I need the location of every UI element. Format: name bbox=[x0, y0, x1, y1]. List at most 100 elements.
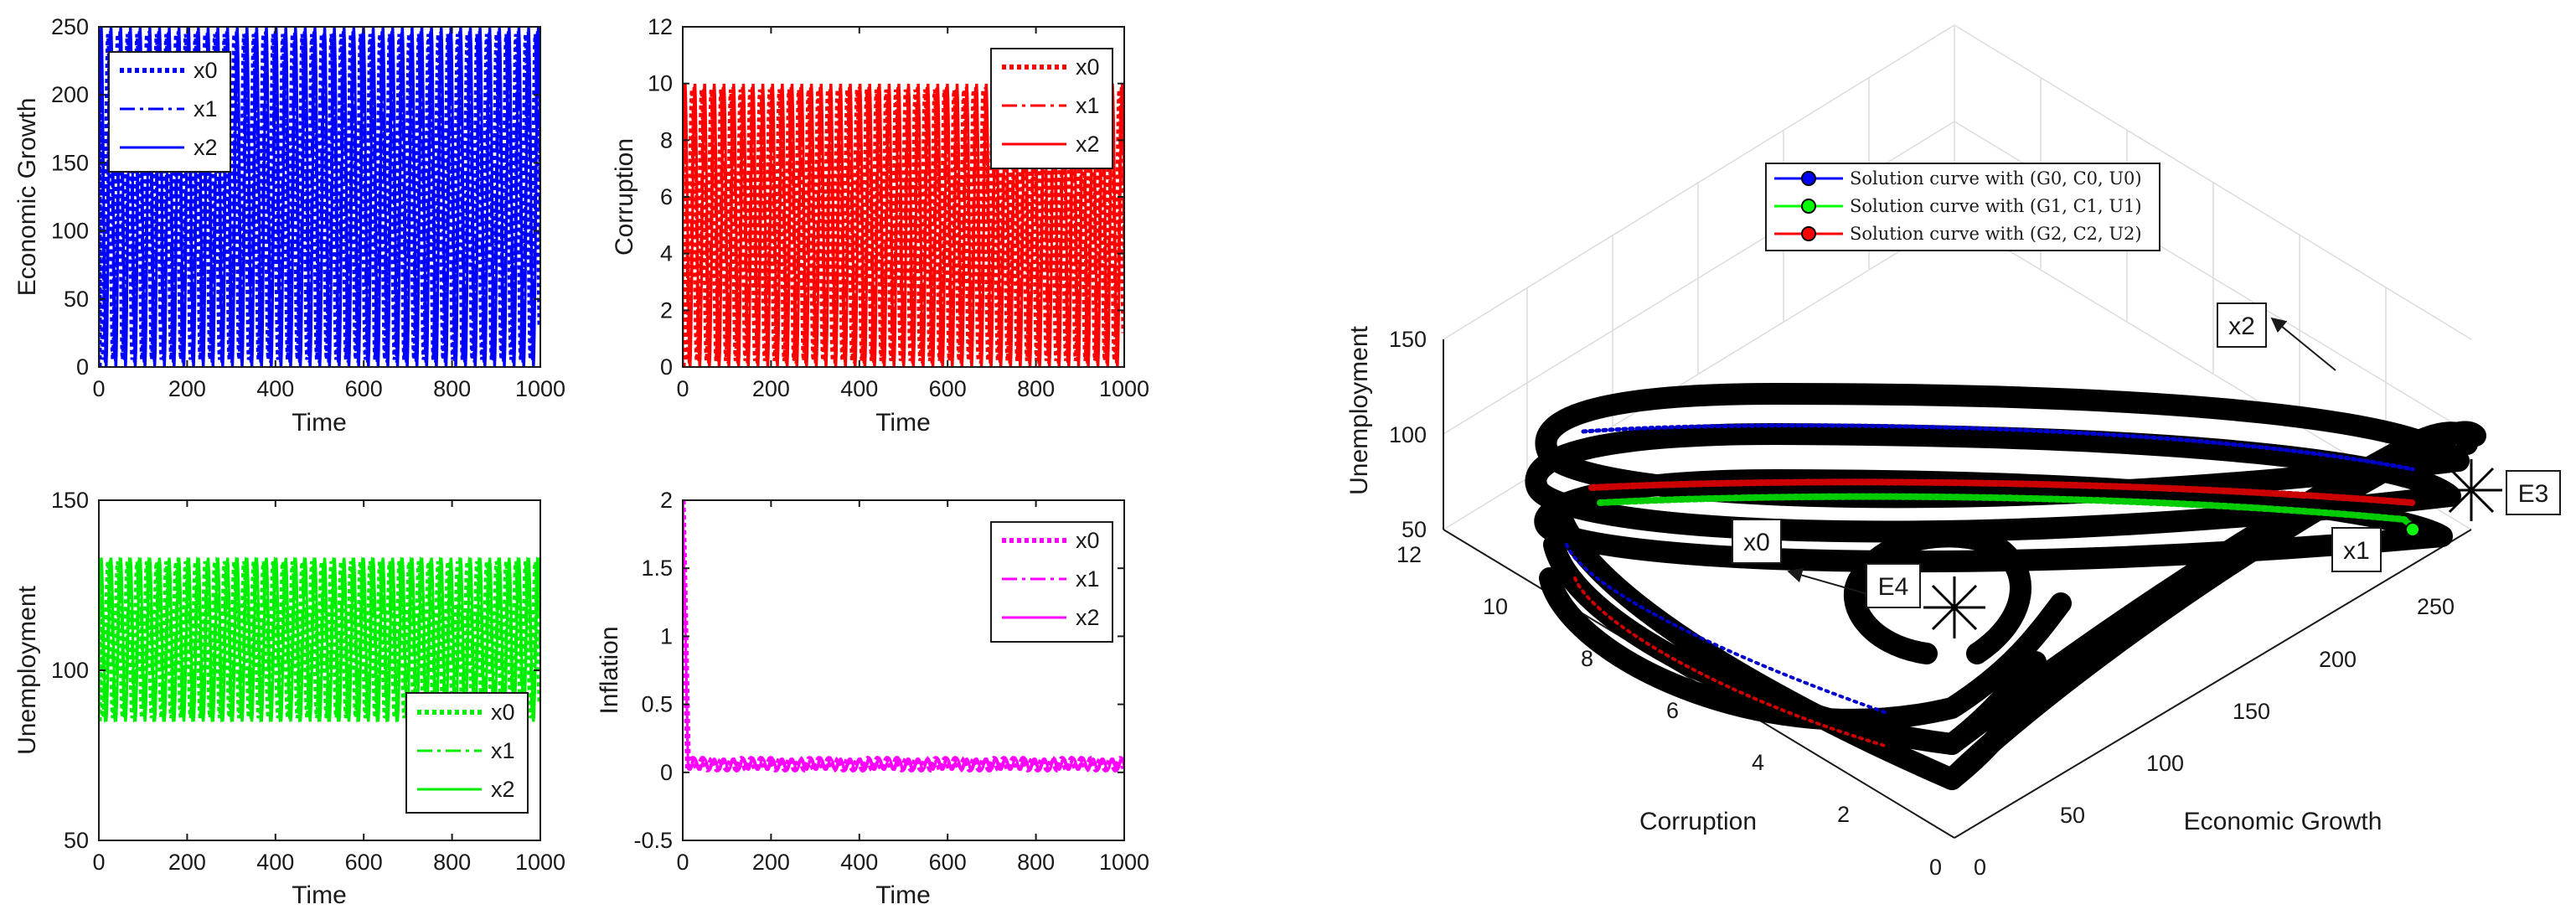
y-tick-label: 2 bbox=[660, 297, 673, 323]
legend-label-x1: x1 bbox=[1076, 566, 1100, 592]
economic-growth-series bbox=[99, 27, 540, 367]
x-tick-label: 600 bbox=[929, 850, 967, 875]
x-tick-0: 0 bbox=[1974, 855, 1986, 880]
y-tick-6: 6 bbox=[1666, 698, 1679, 723]
y-tick-label: 50 bbox=[64, 287, 89, 312]
y-tick-label: 50 bbox=[64, 828, 89, 853]
legend-label-x1: x1 bbox=[194, 96, 218, 121]
y-tick-label: 150 bbox=[51, 488, 89, 513]
z-tick-50: 50 bbox=[1402, 517, 1427, 542]
y-tick-label: 200 bbox=[51, 82, 89, 107]
legend-label-x2: x2 bbox=[1076, 605, 1100, 630]
y-tick-label: 250 bbox=[51, 14, 89, 39]
y-tick-label: 100 bbox=[51, 658, 89, 683]
green-endpoint-marker bbox=[2405, 522, 2420, 537]
y-tick-label: -0.5 bbox=[633, 828, 673, 853]
inflation-legend: x0 x1 x2 bbox=[990, 521, 1113, 643]
x-tick-250: 250 bbox=[2417, 594, 2455, 619]
x-tick-200: 200 bbox=[2319, 647, 2357, 672]
blue-descent-trace bbox=[1565, 543, 1887, 714]
x-tick-label: 600 bbox=[345, 376, 383, 401]
y-tick-10: 10 bbox=[1483, 594, 1508, 619]
chart-economic-growth: 0 200 400 600 800 1000 0 50 100 150 200 250 Time Ec… bbox=[13, 14, 565, 437]
annotation-E3: E3 bbox=[2506, 470, 2561, 515]
x-tick-label: 0 bbox=[92, 850, 105, 875]
legend-label-series-2: Solution curve with (G2, C2, U2) bbox=[1850, 224, 2142, 244]
red-descent-trace bbox=[1573, 576, 1887, 747]
economic-growth-xlabel: Time bbox=[292, 409, 347, 437]
equilibrium-E3-marker bbox=[2440, 459, 2502, 521]
unemployment-ylabel: Unemployment bbox=[13, 585, 41, 754]
series-x0 bbox=[99, 34, 540, 367]
y-tick-label: 6 bbox=[660, 184, 673, 209]
x-tick-label: 800 bbox=[1017, 376, 1055, 401]
x-tick-label: 800 bbox=[433, 376, 471, 401]
series-x1 bbox=[683, 86, 1124, 367]
x-tick-label: 400 bbox=[256, 850, 294, 875]
annotation-E3-label: E3 bbox=[2518, 480, 2549, 508]
inflation-series bbox=[683, 500, 1124, 773]
corruption-axes: 0 200 400 600 800 1000 0 2 4 6 8 10 12 bbox=[648, 14, 1149, 401]
series-x0 bbox=[683, 89, 1124, 367]
y-tick-label: 0 bbox=[76, 354, 89, 380]
annotation-E4-label: E4 bbox=[1878, 573, 1909, 601]
annotation-x1-label: x1 bbox=[2343, 537, 2370, 565]
chart-unemployment: 0 200 400 600 800 1000 50 100 150 Time Unemploym… bbox=[13, 488, 565, 909]
equilibrium-E4-marker bbox=[1923, 576, 1985, 638]
legend-marker-series-0 bbox=[1801, 171, 1816, 186]
legend-label-x0: x0 bbox=[1076, 54, 1100, 80]
unemployment-xlabel: Time bbox=[292, 881, 347, 909]
3d-zlabel: Unemployment bbox=[1345, 325, 1373, 494]
y-tick-label: 0 bbox=[660, 354, 673, 380]
x-tick-label: 1000 bbox=[515, 376, 565, 401]
3d-legend: Solution curve with (G0, C0, U0) Solutio… bbox=[1765, 163, 2160, 251]
series-x0 bbox=[99, 561, 540, 721]
chart-3d-phase-portrait: 150 100 50 12 10 8 6 4 2 0 0 50 100 150 … bbox=[1345, 24, 2561, 880]
x-tick-label: 200 bbox=[752, 850, 790, 875]
legend-label-series-0: Solution curve with (G0, C0, U0) bbox=[1850, 168, 2142, 189]
x-tick-50: 50 bbox=[2060, 803, 2085, 828]
3d-x-axis bbox=[1954, 529, 2472, 839]
y-tick-2: 2 bbox=[1837, 802, 1850, 827]
legend-label-x2: x2 bbox=[194, 135, 218, 160]
y-tick-label: 0 bbox=[660, 760, 673, 785]
x-tick-label: 1000 bbox=[515, 850, 565, 875]
x-tick-label: 200 bbox=[168, 376, 206, 401]
x-tick-label: 400 bbox=[840, 850, 878, 875]
y-tick-label: 100 bbox=[51, 219, 89, 244]
legend-marker-series-2 bbox=[1801, 226, 1816, 241]
economic-growth-ylabel: Economic Growth bbox=[13, 98, 41, 297]
plot-frame bbox=[682, 499, 1125, 841]
series-x0 bbox=[683, 500, 1124, 773]
legend-label-x2: x2 bbox=[1076, 132, 1100, 157]
trajectory-ascent-2 bbox=[1941, 421, 2478, 755]
legend-label-x0: x0 bbox=[1076, 528, 1100, 553]
annotation-x1: x1 bbox=[2331, 527, 2382, 572]
y-tick-0: 0 bbox=[1929, 855, 1942, 880]
plot-frame bbox=[98, 26, 541, 368]
annotation-x2: x2 bbox=[2217, 302, 2267, 348]
chart-corruption: 0 200 400 600 800 1000 0 2 4 6 8 10 12 Time Corrupti… bbox=[611, 14, 1149, 437]
corruption-xlabel: Time bbox=[875, 409, 931, 437]
inflation-ylabel: Inflation bbox=[596, 626, 623, 714]
unemployment-legend: x0 x1 x2 bbox=[405, 692, 529, 814]
y-tick-label: 10 bbox=[648, 71, 673, 96]
x-tick-label: 0 bbox=[92, 376, 105, 401]
z-tick-100: 100 bbox=[1389, 422, 1427, 447]
economic-growth-legend: x0 x1 x2 bbox=[108, 51, 231, 173]
x-tick-label: 1000 bbox=[1099, 376, 1149, 401]
blue-solution-trace bbox=[1581, 423, 2415, 472]
x-tick-label: 1000 bbox=[1099, 850, 1149, 875]
legend-label-x2: x2 bbox=[491, 777, 515, 802]
3d-tick-labels: 150 100 50 12 10 8 6 4 2 0 0 50 100 150 … bbox=[1389, 327, 2455, 880]
x-tick-label: 800 bbox=[1017, 850, 1055, 875]
corruption-ylabel: Corruption bbox=[611, 138, 638, 256]
corruption-legend: x0 x1 x2 bbox=[990, 48, 1113, 169]
legend-marker-series-1 bbox=[1801, 199, 1816, 214]
legend-label-x0: x0 bbox=[491, 700, 515, 725]
annotation-x0-label: x0 bbox=[1743, 529, 1770, 556]
arrow-x2 bbox=[2270, 317, 2336, 371]
y-tick-4: 4 bbox=[1752, 750, 1764, 775]
annotation-E4: E4 bbox=[1866, 563, 1921, 608]
